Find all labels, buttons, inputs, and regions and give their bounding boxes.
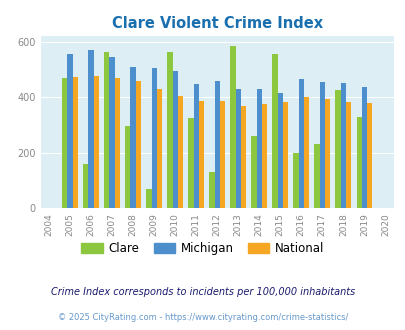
Bar bbox=[214, 81, 219, 208]
Bar bbox=[67, 54, 72, 208]
Bar bbox=[361, 87, 366, 208]
Bar bbox=[356, 116, 361, 208]
Bar bbox=[156, 89, 162, 208]
Bar bbox=[256, 89, 261, 208]
Bar bbox=[240, 106, 245, 208]
Bar bbox=[345, 102, 350, 208]
Bar bbox=[193, 84, 198, 208]
Bar bbox=[62, 78, 67, 208]
Bar bbox=[94, 76, 99, 208]
Bar bbox=[251, 136, 256, 208]
Bar bbox=[135, 81, 141, 208]
Bar bbox=[277, 93, 282, 208]
Bar bbox=[88, 50, 94, 208]
Bar bbox=[198, 101, 204, 208]
Bar bbox=[72, 77, 78, 208]
Bar bbox=[130, 67, 135, 208]
Bar bbox=[151, 68, 156, 208]
Bar bbox=[219, 101, 224, 208]
Bar bbox=[261, 104, 266, 208]
Bar bbox=[293, 152, 298, 208]
Legend: Clare, Michigan, National: Clare, Michigan, National bbox=[77, 237, 328, 260]
Bar bbox=[115, 78, 119, 208]
Bar bbox=[335, 90, 340, 208]
Bar bbox=[177, 96, 183, 208]
Bar bbox=[167, 51, 172, 208]
Bar bbox=[188, 118, 193, 208]
Text: Crime Index corresponds to incidents per 100,000 inhabitants: Crime Index corresponds to incidents per… bbox=[51, 287, 354, 297]
Bar bbox=[366, 103, 371, 208]
Bar bbox=[209, 172, 214, 208]
Bar bbox=[83, 164, 88, 208]
Bar bbox=[235, 89, 240, 208]
Bar bbox=[104, 51, 109, 208]
Bar bbox=[282, 102, 288, 208]
Bar bbox=[109, 57, 115, 208]
Bar bbox=[324, 99, 329, 208]
Bar bbox=[172, 71, 177, 208]
Title: Clare Violent Crime Index: Clare Violent Crime Index bbox=[111, 16, 322, 31]
Bar bbox=[319, 82, 324, 208]
Bar bbox=[303, 97, 309, 208]
Text: © 2025 CityRating.com - https://www.cityrating.com/crime-statistics/: © 2025 CityRating.com - https://www.city… bbox=[58, 313, 347, 322]
Bar bbox=[298, 79, 303, 208]
Bar bbox=[230, 46, 235, 208]
Bar bbox=[146, 188, 151, 208]
Bar bbox=[272, 54, 277, 208]
Bar bbox=[125, 126, 130, 208]
Bar bbox=[314, 144, 319, 208]
Bar bbox=[340, 83, 345, 208]
